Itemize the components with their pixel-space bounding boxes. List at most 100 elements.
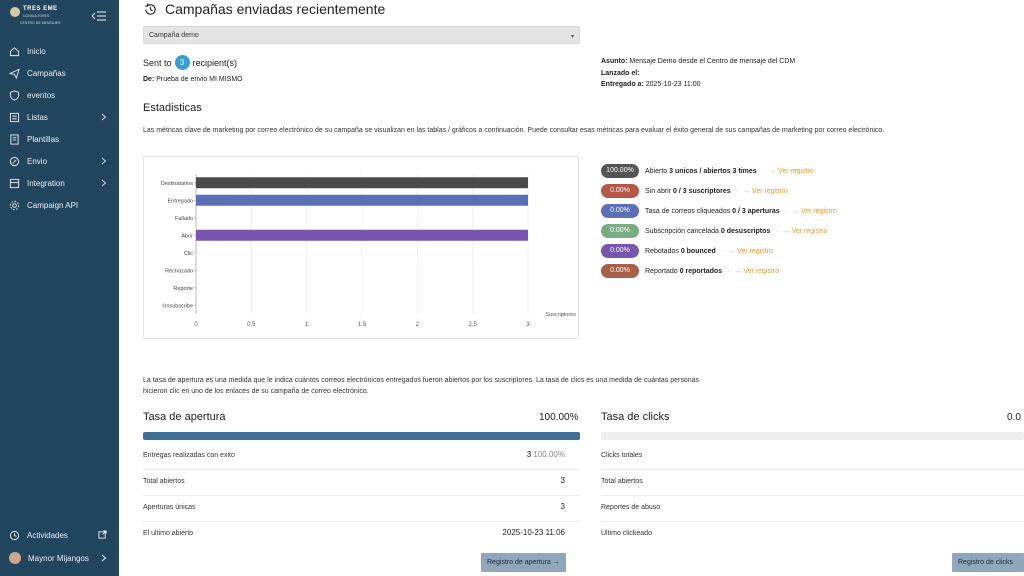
legend-label: Subscripción cancelada bbox=[645, 227, 719, 235]
percent-badge: 0.00% bbox=[601, 224, 639, 238]
page-header: Campañas enviadas recientemente bbox=[143, 1, 385, 17]
sidebar-item-inicio[interactable]: Inicio bbox=[0, 40, 119, 62]
launched-label: Lanzado el: bbox=[601, 69, 640, 77]
subject-value: Mensaje Demo desde el Centro de mensaje … bbox=[629, 58, 796, 65]
percent-badge: 0.00% bbox=[601, 264, 639, 278]
view-log-link[interactable]: → Ver registro bbox=[782, 227, 828, 235]
activity-label: Actividades bbox=[27, 530, 68, 540]
percent-badge: 0.00% bbox=[601, 244, 639, 258]
stat-percent: 100.00% bbox=[533, 450, 565, 459]
divider bbox=[601, 495, 1024, 496]
view-log-link[interactable]: → Ver registro bbox=[742, 187, 788, 195]
divider bbox=[601, 469, 1024, 470]
divider bbox=[143, 521, 580, 522]
click-rate-value: 0.0 bbox=[1007, 412, 1021, 423]
open-rate-bar-fill bbox=[143, 432, 580, 440]
sidebar-item-actividades[interactable]: Actividades bbox=[0, 525, 119, 545]
sidebar-item-label: Campañas bbox=[27, 68, 66, 78]
sidebar-item-plantillas[interactable]: Plantillas bbox=[0, 128, 119, 150]
legend-count: 0 / 3 aperturas bbox=[732, 207, 780, 215]
percent-badge: 0.00% bbox=[601, 204, 639, 218]
legend-row: 100.00% Abierto 3 unicos / abiertos 3 tim… bbox=[601, 161, 837, 181]
sidebar-item-integration[interactable]: Integration bbox=[0, 172, 119, 194]
x-tick-label: 3 bbox=[526, 322, 530, 328]
legend-text: Abierto 3 unicos / abiertos 3 times bbox=[645, 168, 757, 175]
y-tick-label: Unsubscribe bbox=[162, 303, 193, 309]
delivered-value: 2025-10-23 11:00 bbox=[645, 81, 701, 88]
open-rate-bar bbox=[143, 432, 580, 440]
logo-icon bbox=[10, 7, 20, 17]
sent-prefix: Sent to bbox=[143, 57, 172, 68]
click-log-button[interactable]: Registro de clicks bbox=[952, 553, 1024, 572]
x-tick-label: 2 bbox=[416, 322, 420, 328]
brand-logo[interactable]: TRES EME CONSULTORES CENTRO DE MENSAJES bbox=[10, 6, 82, 30]
x-tick-label: 2.5 bbox=[468, 322, 477, 328]
click-rate-bar bbox=[601, 432, 1024, 440]
stat-value: 3 bbox=[561, 502, 565, 511]
x-tick-label: 1 bbox=[305, 322, 309, 328]
campaign-meta: Asunto: Mensaje Demo desde el Centro de … bbox=[601, 56, 795, 91]
stats-chart: 0 0.5 1 1.5 2 2.5 3 Destinatarios Entregado Falla… bbox=[143, 156, 579, 339]
click-rate-title: Tasa de clicks bbox=[601, 411, 670, 423]
stats-title: Estadisticas bbox=[143, 102, 202, 114]
external-link-icon[interactable] bbox=[98, 530, 107, 539]
user-name: Maynor Mijangos bbox=[28, 553, 89, 563]
separator-dot: · bbox=[775, 227, 778, 235]
stat-label: Total abiertos bbox=[143, 478, 185, 485]
legend-text: Reportado 0 reportados bbox=[645, 268, 722, 275]
sidebar-item-label: Campaign API bbox=[27, 200, 79, 210]
chevron-down-icon: ▾ bbox=[570, 34, 574, 40]
x-tick-label: 1.5 bbox=[358, 322, 367, 328]
sent-suffix: recipient(s) bbox=[192, 57, 238, 68]
legend-row: 0.00% Tasa de correos cliqueados 0 / 3 ap… bbox=[601, 201, 837, 221]
menu-collapse-icon[interactable] bbox=[91, 10, 107, 22]
sidebar-item-listas[interactable]: Listas bbox=[0, 106, 119, 128]
y-tick-label: Clic bbox=[184, 251, 193, 257]
stats-description: Las métricas clave de marketing por corr… bbox=[143, 127, 885, 134]
view-log-link[interactable]: → Ver registro bbox=[734, 267, 780, 275]
y-tick-label: Abrir bbox=[181, 233, 193, 239]
legend-row: 0.00% Sin abrir 0 / 3 suscriptores · → Ver … bbox=[601, 181, 837, 201]
stat-label: Total abiertos bbox=[601, 478, 643, 485]
rates-note: La tasa de apertura es una medida que le… bbox=[143, 377, 700, 395]
x-tick-label: 0.5 bbox=[247, 322, 256, 328]
sidebar-item-envio[interactable]: Envio bbox=[0, 150, 119, 172]
chevron-right-icon bbox=[101, 113, 107, 121]
y-tick-label: Destinatarios bbox=[161, 181, 193, 187]
avatar bbox=[9, 552, 21, 564]
stat-label: Clicks totales bbox=[601, 452, 643, 459]
stat-number: 3 bbox=[560, 502, 565, 511]
separator-dot: · bbox=[735, 187, 738, 195]
sidebar-item-label: eventos bbox=[27, 90, 56, 100]
divider bbox=[601, 521, 1024, 522]
stat-label: Reportes de abuso bbox=[601, 504, 661, 511]
user-menu[interactable]: Maynor Mijangos bbox=[0, 548, 119, 568]
home-icon bbox=[9, 46, 20, 56]
bar bbox=[196, 229, 528, 241]
separator-dot: · bbox=[720, 247, 724, 255]
open-rate-title: Tasa de apertura bbox=[143, 411, 226, 423]
view-log-link[interactable]: → Ver registro bbox=[769, 167, 814, 175]
view-log-link[interactable]: → Ver registro bbox=[791, 207, 837, 215]
percent-badge: 100.00% bbox=[601, 164, 639, 178]
activity-icon bbox=[9, 530, 20, 540]
campaign-select[interactable]: Campaña demo ▾ bbox=[143, 26, 580, 44]
stat-label: El ultimo abierto bbox=[143, 530, 194, 537]
stat-number: 2025-10-23 11:06 bbox=[502, 528, 565, 537]
from-value: Prueba de envio MI MISMO bbox=[156, 76, 243, 83]
brand-sub2: CENTRO DE MENSAJES bbox=[20, 21, 61, 25]
main-content: Campañas enviadas recientemente Campaña … bbox=[119, 0, 1024, 576]
view-log-link[interactable]: → Ver registro bbox=[728, 247, 773, 255]
bar bbox=[196, 194, 528, 206]
edit-icon bbox=[9, 156, 20, 166]
open-rate-value: 100.00% bbox=[539, 412, 579, 423]
separator-dot: · bbox=[761, 167, 765, 175]
sidebar-item-eventos[interactable]: eventos bbox=[0, 84, 119, 106]
legend-label: Abierto bbox=[645, 167, 668, 175]
sidebar: TRES EME CONSULTORES CENTRO DE MENSAJES … bbox=[0, 0, 119, 576]
y-tick-label: Rechazado bbox=[165, 268, 193, 274]
open-log-button[interactable]: Registro de apertura → bbox=[481, 553, 566, 572]
legend-label: Rebotados bbox=[645, 247, 679, 255]
sidebar-item-campaign-api[interactable]: Campaign API bbox=[0, 194, 119, 216]
sidebar-item-campañas[interactable]: Campañas bbox=[0, 62, 119, 84]
